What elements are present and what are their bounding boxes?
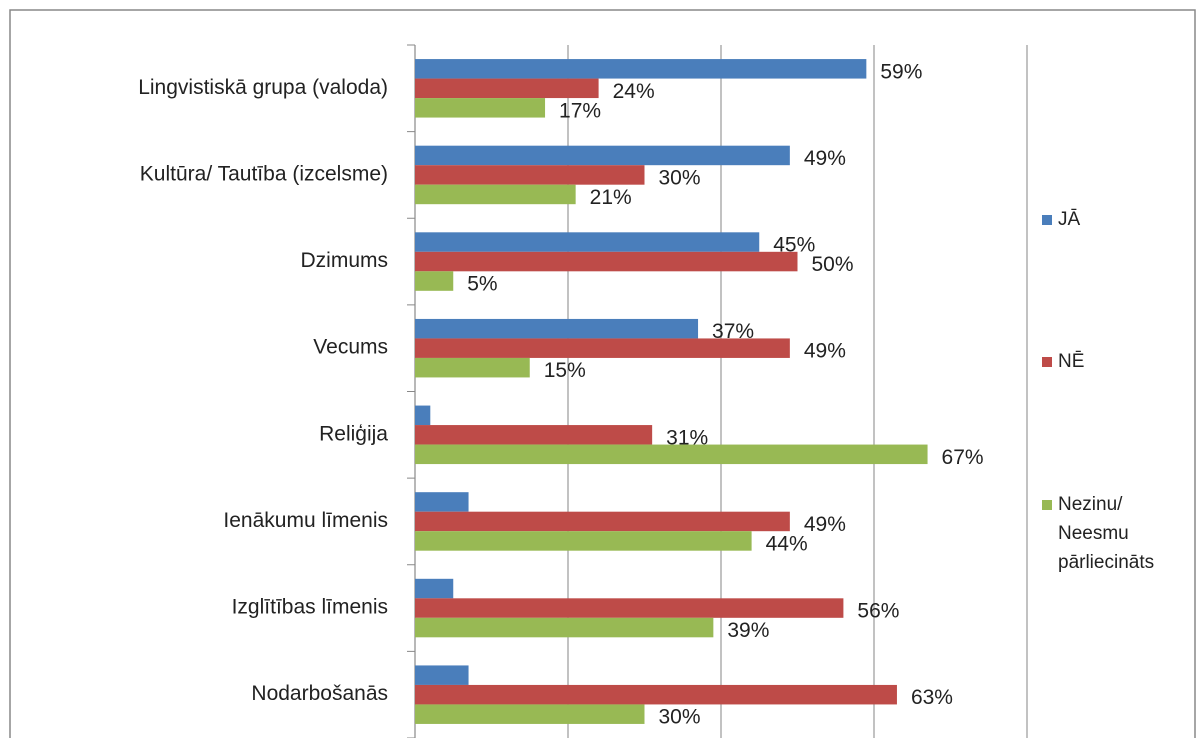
- y-tick-label: Vecums: [313, 336, 388, 359]
- bar: [415, 184, 576, 205]
- bar: [415, 271, 454, 291]
- bar: [415, 318, 699, 339]
- y-tick-label: Ienākumu līmenis: [223, 509, 388, 532]
- data-label: 56%: [857, 600, 899, 623]
- bar: [415, 78, 599, 99]
- data-label: 24%: [613, 80, 655, 103]
- y-tick-label: Dzimums: [301, 249, 389, 272]
- legend-label: Nezinu/ Neesmu pārliecināts: [1058, 494, 1155, 573]
- frame: [9, 9, 1196, 738]
- data-label: 45%: [773, 234, 815, 257]
- bar: [415, 405, 431, 426]
- data-label: 30%: [659, 166, 701, 189]
- bar: [415, 598, 844, 618]
- bar: [415, 98, 546, 118]
- bar: [415, 578, 454, 599]
- data-label: 49%: [804, 147, 846, 170]
- data-label: 30%: [659, 706, 701, 729]
- y-tick-label: Kultūra/ Tautība (izcelsme): [140, 162, 388, 185]
- data-label: 15%: [544, 359, 586, 382]
- data-label: 49%: [804, 513, 846, 536]
- data-label: 50%: [812, 253, 854, 276]
- legend-swatch: [1042, 215, 1052, 225]
- bar: [415, 684, 897, 705]
- bar: [415, 492, 469, 512]
- data-label: 21%: [590, 186, 632, 209]
- data-label: 17%: [559, 99, 601, 122]
- data-label: 63%: [911, 686, 953, 709]
- bar: [415, 232, 760, 252]
- bar: [415, 511, 790, 532]
- data-label: 39%: [727, 619, 769, 642]
- bar: [415, 425, 653, 445]
- bar: [415, 704, 645, 724]
- bar: [415, 444, 928, 465]
- bar: [415, 165, 645, 185]
- legend-label: JĀ: [1058, 209, 1081, 230]
- bar: [415, 338, 790, 358]
- bar: [415, 665, 469, 685]
- data-label: 67%: [942, 446, 984, 469]
- data-label: 5%: [467, 273, 497, 296]
- bar: [415, 531, 752, 551]
- bar: [415, 357, 530, 378]
- data-label: 59%: [880, 60, 922, 83]
- legend-label: NĒ: [1058, 351, 1085, 372]
- y-tick-label: Reliģija: [319, 422, 388, 445]
- data-label: 49%: [804, 340, 846, 363]
- bar: [415, 59, 867, 79]
- bar: [415, 617, 714, 638]
- legend-swatch: [1042, 357, 1052, 367]
- y-tick-label: Lingvistiskā grupa (valoda): [138, 76, 388, 99]
- data-label: 31%: [666, 426, 708, 449]
- data-label: 37%: [712, 320, 754, 343]
- y-tick-label: Izglītības līmenis: [232, 596, 388, 619]
- data-label: 44%: [766, 532, 808, 555]
- legend-swatch: [1042, 500, 1052, 510]
- bar: [415, 145, 790, 166]
- y-tick-label: Nodarbošanās: [251, 682, 388, 705]
- bar: [415, 251, 798, 272]
